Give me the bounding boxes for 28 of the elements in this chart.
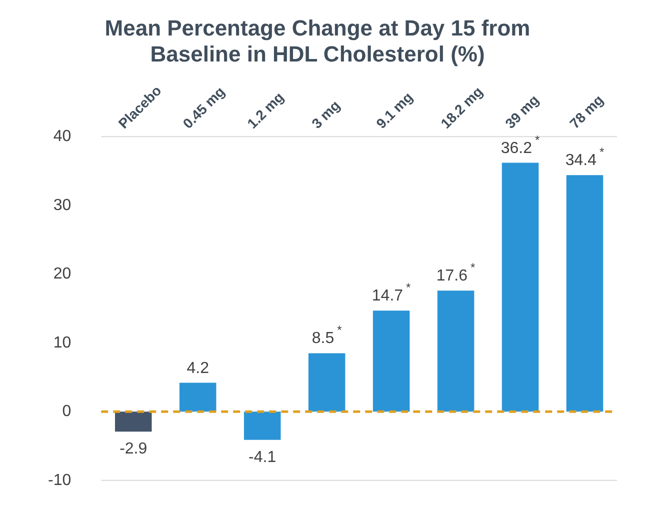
data-label: 34.4* xyxy=(565,145,604,170)
data-label: -4.1 xyxy=(248,448,276,466)
data-label: 8.5* xyxy=(312,323,342,348)
x-tick-label: 9.1 mg xyxy=(372,88,416,132)
x-tick-label: 39 mg xyxy=(502,92,542,132)
bar xyxy=(114,412,152,432)
data-label: 14.7* xyxy=(372,280,412,305)
bar xyxy=(308,353,346,412)
chart-title: Mean Percentage Change at Day 15 from Baseline in HDL Cholesterol (%) xyxy=(104,15,530,67)
y-tick-label: 40 xyxy=(53,128,72,146)
bar xyxy=(437,290,474,412)
data-label: -2.9 xyxy=(120,440,148,458)
y-tick-label: 20 xyxy=(53,266,72,283)
bar xyxy=(566,175,604,412)
y-tick-label: 0 xyxy=(62,403,72,420)
bar xyxy=(179,382,216,412)
y-tick-label: 30 xyxy=(53,196,72,214)
bar xyxy=(502,162,539,412)
y-tick-label: 10 xyxy=(53,334,72,352)
bar xyxy=(372,310,410,412)
x-tick-label: 78 mg xyxy=(566,92,606,132)
data-label: 36.2* xyxy=(500,132,540,157)
data-label: 4.2 xyxy=(186,360,210,377)
x-tick-label: 3 mg xyxy=(308,97,343,132)
x-tick-label: 1.2 mg xyxy=(244,88,287,132)
data-label: 17.6* xyxy=(436,260,476,285)
y-tick-label: -10 xyxy=(48,472,72,489)
bar xyxy=(244,412,281,440)
